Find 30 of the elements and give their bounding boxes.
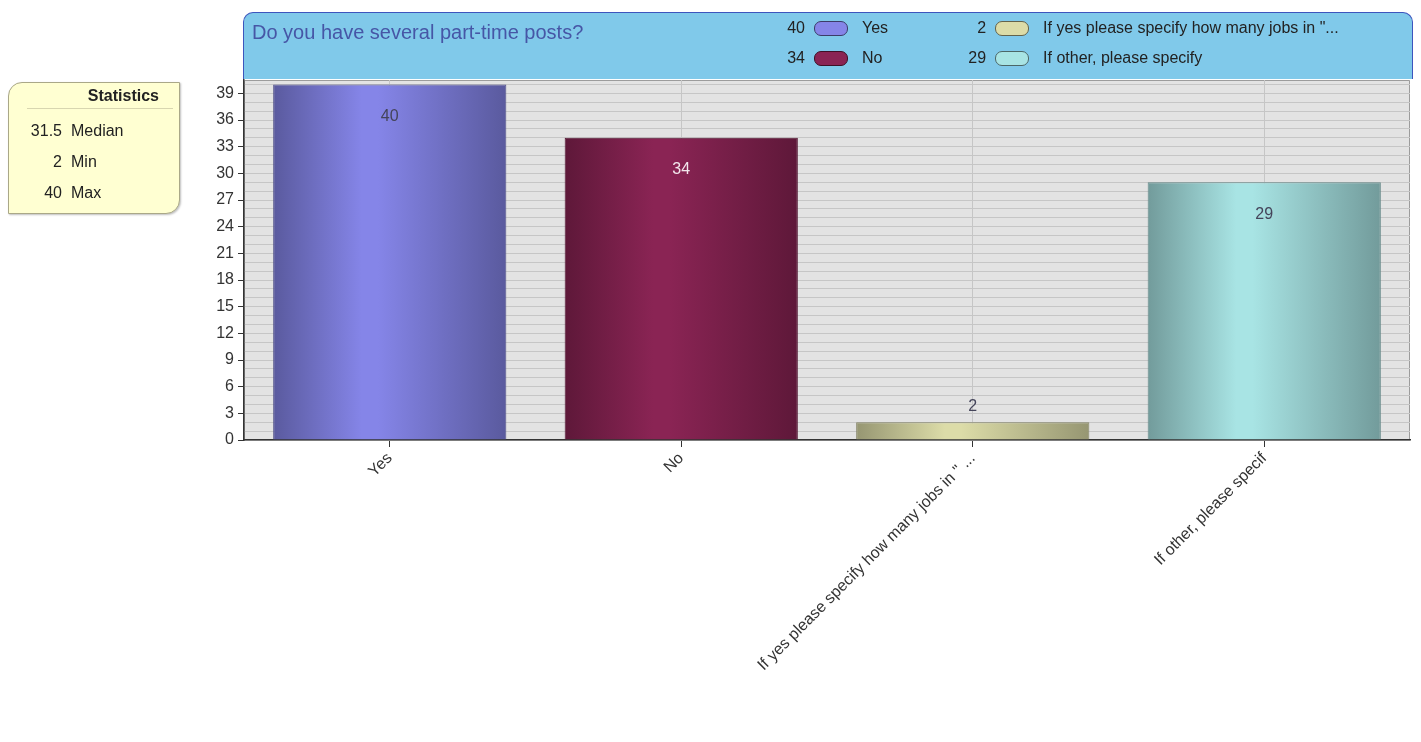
y-tick-label: 9 (225, 350, 235, 368)
x-tick-label: Yes (364, 449, 395, 480)
data-label: 34 (672, 160, 691, 178)
text: 2 (977, 19, 987, 36)
y-tick-label: 36 (216, 110, 235, 128)
y-tick-label: 30 (216, 163, 235, 181)
y-tick-label: 3 (225, 403, 235, 421)
y-tick-label: 21 (216, 243, 235, 261)
y-tick-label: 18 (216, 270, 235, 288)
y-tick-label: 27 (216, 190, 235, 208)
chart-title: Do you have several part-time posts? (252, 21, 584, 44)
text: 40 (787, 19, 805, 36)
legend-label: If other, please specify (1043, 49, 1203, 67)
legend-label: If yes please specify how many jobs in "... (1043, 19, 1339, 37)
y-tick-label: 12 (216, 323, 235, 341)
data-label: 40 (380, 106, 399, 124)
note-box: Statistics 31.5 Median 2 Min 40 Max (8, 82, 180, 214)
y-tick-label: 33 (216, 137, 235, 155)
y-tick-label: 15 (216, 297, 235, 315)
text: 34 (787, 49, 805, 66)
legend-label: Yes (862, 19, 889, 37)
y-tick-label: 24 (216, 217, 235, 235)
data-label: 29 (1255, 204, 1274, 222)
y-tick-label: 6 (225, 377, 235, 395)
legend-label: No (862, 49, 883, 67)
y-tick-label: 0 (225, 430, 235, 448)
x-tick-label: No (660, 448, 687, 476)
y-tick-label: 39 (216, 83, 235, 101)
text: 29 (968, 49, 987, 66)
data-label: 2 (968, 396, 978, 414)
